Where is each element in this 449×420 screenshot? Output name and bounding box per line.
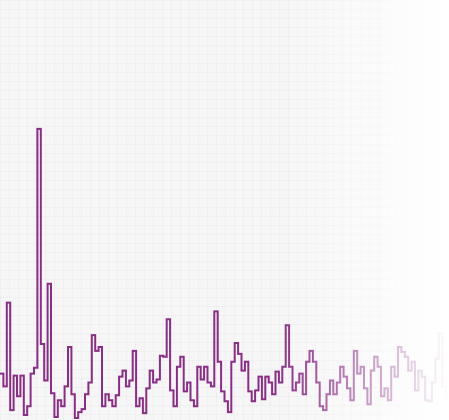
chart-svg bbox=[0, 0, 449, 420]
chart bbox=[0, 0, 449, 420]
fade-overlay bbox=[0, 0, 449, 420]
